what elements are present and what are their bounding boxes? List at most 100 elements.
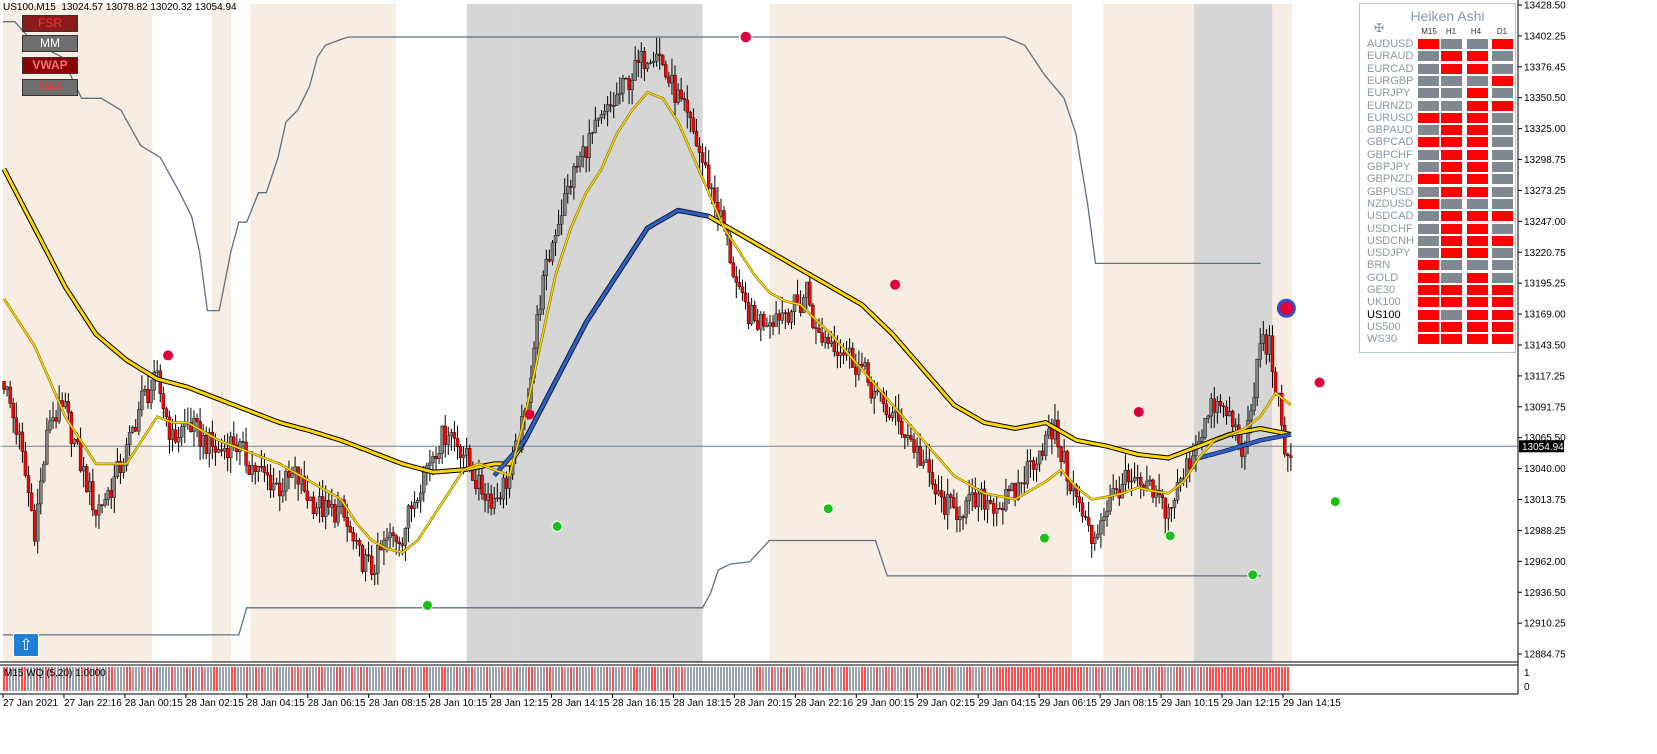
open-value: 13024.57	[61, 2, 104, 13]
bear-candle	[262, 466, 267, 473]
bear-candle	[366, 554, 371, 557]
bull-candle	[829, 341, 833, 344]
ha-symbol-label[interactable]: EURAUD	[1367, 50, 1414, 63]
bear-candle	[78, 441, 83, 472]
tma-button[interactable]: TMA	[22, 79, 78, 96]
bull-candle	[541, 275, 545, 310]
bull-candle	[103, 499, 107, 506]
session-band	[211, 4, 231, 662]
bull-candle	[373, 573, 377, 575]
bull-candle	[45, 429, 49, 465]
ha-symbol-label[interactable]: EURJPY	[1367, 87, 1411, 100]
bear-candle	[584, 146, 588, 159]
ha-symbol-label[interactable]: GE30	[1367, 284, 1396, 296]
ha-symbol-label[interactable]: GBPUSD	[1367, 185, 1414, 198]
ha-symbol-label[interactable]: BRN	[1367, 259, 1391, 272]
ha-symbol-label[interactable]: EURGBP	[1367, 74, 1414, 87]
ha-row: GBPJPY	[1360, 161, 1517, 173]
bear-candle	[1013, 483, 1017, 500]
ha-symbol-label[interactable]: US100	[1367, 308, 1401, 321]
ha-cell	[1492, 137, 1513, 148]
bull-candle	[477, 474, 481, 489]
bull-candle	[250, 465, 254, 475]
bear-candle	[146, 389, 150, 403]
y-tick-label: 12910.25	[1524, 619, 1566, 630]
x-tick-label: 28 Jan 02:15	[186, 698, 244, 709]
ha-symbol-label[interactable]: EURNZD	[1367, 99, 1413, 112]
col-header-m15: M15	[1421, 27, 1437, 36]
bear-candle	[667, 76, 671, 84]
bull-candle	[51, 417, 55, 422]
bull-candle	[446, 435, 450, 445]
bear-candle	[483, 493, 487, 501]
ha-symbol-label[interactable]: GBPAUD	[1367, 124, 1413, 137]
mm-button[interactable]: MM	[22, 35, 78, 52]
ha-cell	[1418, 100, 1439, 111]
bear-candle	[1077, 496, 1082, 504]
bear-candle	[826, 336, 830, 344]
ha-cell	[1492, 321, 1513, 332]
bull-candle	[805, 281, 809, 298]
bull-candle	[1234, 424, 1238, 427]
ha-symbol-label[interactable]: USDCNH	[1367, 234, 1415, 247]
ha-symbol-label[interactable]: EURUSD	[1367, 111, 1414, 124]
ha-cell	[1492, 149, 1513, 160]
ha-row: GBPAUD	[1360, 124, 1517, 136]
bear-candle	[443, 425, 447, 445]
ha-cell	[1441, 137, 1462, 148]
bull-candle	[419, 492, 423, 501]
high-value: 13078.82	[105, 2, 148, 13]
ha-cell	[1441, 112, 1462, 123]
ha-symbol-label[interactable]: AUDUSD	[1367, 38, 1414, 50]
x-tick-label: 29 Jan 04:15	[978, 698, 1036, 709]
bear-candle	[452, 432, 457, 439]
ha-symbol-label[interactable]: GBPCHF	[1367, 148, 1413, 161]
bull-candle	[1010, 483, 1014, 492]
bull-candle	[274, 482, 279, 485]
ha-cell	[1492, 75, 1513, 86]
ha-symbol-label[interactable]: NZDUSD	[1367, 197, 1413, 210]
ha-cell	[1418, 174, 1439, 185]
ha-symbol-label[interactable]: GBPCAD	[1367, 136, 1414, 149]
bull-candle	[127, 432, 132, 445]
bear-candle	[569, 185, 573, 188]
ha-symbol-label[interactable]: UK100	[1367, 296, 1401, 309]
envelope-lower	[3, 539, 1261, 636]
bear-candle	[91, 481, 95, 511]
low-value: 13020.32	[150, 2, 193, 13]
y-tick-label: 12936.50	[1524, 588, 1566, 599]
ha-symbol-label[interactable]: GBPJPY	[1367, 161, 1411, 173]
ha-cell	[1492, 174, 1513, 185]
bear-candle	[504, 477, 509, 489]
ha-symbol-label[interactable]: USDCAD	[1367, 210, 1414, 223]
vwap-button[interactable]: VWAP	[22, 57, 78, 74]
trade-arrow-icon[interactable]: ⇧	[13, 633, 39, 657]
bull-candle	[5, 386, 9, 390]
bear-candle	[29, 492, 34, 511]
ha-symbol-label[interactable]: GOLD	[1367, 271, 1399, 284]
ha-symbol-label[interactable]: USDJPY	[1367, 247, 1411, 260]
bear-candle	[1050, 428, 1054, 440]
bull-candle	[1123, 469, 1128, 485]
ha-cell	[1492, 39, 1513, 49]
ha-symbol-label[interactable]: EURCAD	[1367, 62, 1414, 75]
ha-symbol-label[interactable]: GBPNZD	[1367, 173, 1413, 186]
ha-cell	[1467, 63, 1488, 74]
fsr-button[interactable]: FSR	[22, 15, 78, 32]
bull-candle	[1062, 451, 1066, 462]
ha-cell	[1467, 309, 1488, 320]
ha-symbol-label[interactable]: US500	[1367, 320, 1401, 333]
ha-cell	[1441, 285, 1462, 295]
ha-row: WS30	[1360, 333, 1517, 345]
ha-symbol-label[interactable]: USDCHF	[1367, 222, 1413, 235]
bear-candle	[167, 416, 172, 440]
bear-candle	[713, 187, 717, 203]
bear-candle	[930, 472, 935, 485]
x-tick-label: 28 Jan 06:15	[308, 698, 366, 709]
bull-candle	[130, 427, 135, 433]
bull-candle	[823, 336, 827, 343]
close-icon[interactable]: ✠	[1374, 21, 1385, 35]
ha-cell	[1467, 198, 1488, 209]
ha-symbol-label[interactable]: WS30	[1367, 333, 1397, 346]
